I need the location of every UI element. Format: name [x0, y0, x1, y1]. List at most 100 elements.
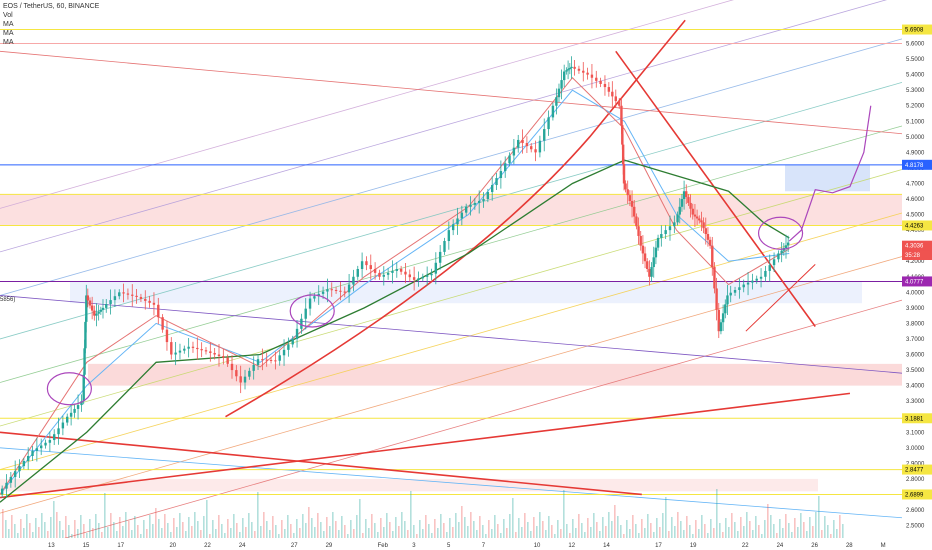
price-candle [624, 183, 627, 190]
volume-bar [761, 534, 763, 538]
volume-bar [137, 525, 139, 538]
price-tag [902, 464, 932, 475]
price-candle [512, 147, 516, 156]
volume-bar [416, 534, 418, 538]
price-candle [635, 216, 638, 227]
volume-bar [50, 517, 52, 538]
price-tick-label: 3.8000 [906, 321, 925, 327]
price-candle [126, 293, 130, 295]
price-candle [777, 253, 780, 260]
volume-bar [773, 524, 775, 538]
volume-bar [566, 524, 568, 538]
indicator-ma-3[interactable]: MA [3, 39, 14, 46]
volume-bar [512, 498, 514, 538]
price-candle [243, 376, 247, 383]
volume-bar [830, 534, 832, 538]
indicator-ma-2[interactable]: MA [3, 30, 14, 37]
volume-bar [287, 515, 289, 538]
price-candle [256, 359, 260, 366]
indicator-vol[interactable]: Vol [3, 12, 13, 19]
price-candle [69, 412, 73, 417]
price-candle [607, 87, 611, 92]
volume-bar [392, 531, 394, 538]
volume-bar [767, 504, 769, 538]
price-candle [187, 346, 190, 349]
time-tick-label: 3 [412, 543, 416, 549]
volume-bar [449, 518, 451, 538]
price-candle [582, 70, 585, 73]
volume-bar [404, 521, 406, 538]
volume-bar [92, 528, 94, 538]
price-candle [378, 272, 381, 277]
volume-bar [491, 529, 493, 538]
volume-bar [434, 519, 436, 538]
volume-bar [35, 518, 37, 538]
price-tick-label: 4.9000 [906, 150, 925, 156]
volume-bar [836, 529, 838, 538]
volume-bar [431, 533, 433, 538]
volume-bar [224, 533, 226, 538]
price-candle [724, 304, 727, 314]
price-candle [695, 216, 699, 219]
fan-line [21, 299, 903, 550]
volume-bar [185, 531, 187, 538]
price-candle [85, 295, 88, 322]
volume-bar [104, 493, 106, 538]
volume-bar [41, 513, 43, 538]
falling-trendline [0, 431, 642, 496]
volume-bar [656, 518, 658, 538]
volume-bar [242, 518, 244, 538]
volume-bar [140, 534, 142, 538]
price-candle [521, 139, 524, 144]
volume-bar [428, 524, 430, 538]
fan-line [0, 0, 888, 253]
volume-bar [632, 515, 634, 538]
volume-bar [320, 522, 322, 538]
volume-bar [89, 519, 91, 538]
indicator-ma-1[interactable]: MA [3, 21, 14, 28]
time-tick-label: 22 [204, 543, 211, 549]
price-candle [713, 267, 716, 289]
volume-bar [518, 518, 520, 538]
time-tick-label: 24 [777, 543, 784, 549]
price-candle [555, 97, 558, 106]
volume-bar [791, 532, 793, 538]
price-candle [586, 72, 589, 75]
price-candle [9, 476, 13, 483]
volume-bar [503, 519, 505, 538]
price-candle [643, 253, 647, 262]
volume-bar [641, 519, 643, 538]
volume-bar [542, 521, 544, 538]
demand-zone [70, 281, 862, 304]
price-candle [646, 261, 649, 269]
volume-bar [146, 529, 148, 538]
volume-bar [116, 531, 118, 538]
volume-bar [458, 522, 460, 538]
volume-bar [527, 522, 529, 538]
volume-bar [332, 512, 334, 538]
volume-bar [221, 524, 223, 538]
price-candle [48, 440, 52, 443]
price-candle [700, 220, 703, 223]
price-candle [702, 222, 705, 229]
volume-bar [611, 521, 613, 538]
volume-bar [422, 529, 424, 538]
volume-bar [44, 522, 46, 538]
volume-bar [2, 509, 4, 538]
volume-bar [443, 523, 445, 538]
price-candle [742, 284, 745, 288]
price-candle [430, 273, 433, 276]
volume-bar [485, 534, 487, 538]
price-tag [902, 24, 932, 35]
time-axis [0, 538, 932, 550]
time-tick-label: 14 [603, 543, 610, 549]
volume-bar [668, 531, 670, 538]
price-candle [599, 80, 602, 84]
volume-bar [827, 525, 829, 538]
price-candle [460, 212, 464, 219]
volume-bar [389, 522, 391, 538]
price-candle [784, 245, 788, 249]
volume-bar [269, 530, 271, 538]
